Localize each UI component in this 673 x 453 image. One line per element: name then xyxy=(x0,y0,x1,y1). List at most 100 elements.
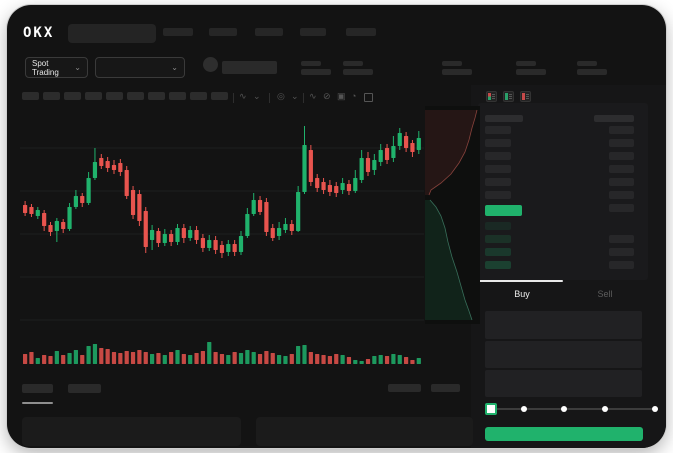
stat-label-placeholder xyxy=(442,61,462,66)
eraser-icon[interactable]: ⊘ xyxy=(323,91,331,101)
bottom-tab-placeholder[interactable] xyxy=(22,384,53,393)
volume-bar xyxy=(169,352,174,364)
amount-slider-stop[interactable] xyxy=(652,406,658,412)
fullscreen-icon[interactable] xyxy=(364,93,373,102)
candle-body xyxy=(404,136,409,148)
volume-bar xyxy=(238,353,244,364)
candle-body xyxy=(308,150,313,182)
market-type-selector[interactable]: Spot Trading ⌄ xyxy=(25,57,88,78)
candle-body xyxy=(175,228,180,242)
candle-body xyxy=(143,211,148,247)
candle-body xyxy=(251,200,256,214)
nav-item-placeholder[interactable] xyxy=(209,28,237,36)
volume-bar xyxy=(61,355,66,364)
buy-tab-indicator xyxy=(478,280,563,282)
bid-row-placeholder[interactable] xyxy=(485,261,511,269)
timeframe-button-placeholder[interactable] xyxy=(43,92,60,100)
candle-body xyxy=(105,161,110,168)
amount-slider-handle[interactable] xyxy=(485,403,497,415)
order-input-placeholder[interactable] xyxy=(485,370,642,397)
book-combined-icon[interactable] xyxy=(486,91,497,102)
stat-value-placeholder xyxy=(516,69,546,75)
volume-bar xyxy=(143,352,148,364)
amount-slider-track[interactable] xyxy=(489,408,655,410)
search-box-placeholder[interactable] xyxy=(68,24,156,43)
candle-body xyxy=(54,221,59,231)
timeframe-button-placeholder[interactable] xyxy=(64,92,81,100)
candle-body xyxy=(327,185,332,192)
candle-body xyxy=(257,200,263,212)
divider xyxy=(303,93,304,103)
timeframe-button-placeholder[interactable] xyxy=(106,92,123,100)
ask-row-placeholder[interactable] xyxy=(485,139,511,147)
candle-body xyxy=(118,163,123,172)
ob-amount-placeholder xyxy=(609,248,634,256)
timeframe-button-placeholder[interactable] xyxy=(85,92,102,100)
book-asks-icon[interactable] xyxy=(520,91,531,102)
price-chart[interactable] xyxy=(7,5,666,448)
timeframe-button-placeholder[interactable] xyxy=(148,92,165,100)
ob-amount-placeholder xyxy=(609,139,634,147)
snapshot-icon[interactable]: ▣ xyxy=(337,91,346,101)
candle-style-icon[interactable]: ∿ xyxy=(239,91,247,101)
nav-item-placeholder[interactable] xyxy=(346,28,376,36)
nav-item-placeholder[interactable] xyxy=(255,28,283,36)
candle-body xyxy=(372,160,377,170)
tab-sell[interactable]: Sell xyxy=(597,289,613,299)
nav-item-placeholder[interactable] xyxy=(300,28,326,36)
volume-bar xyxy=(289,354,294,364)
candle-body xyxy=(264,202,269,232)
timeframe-button-placeholder[interactable] xyxy=(22,92,39,100)
nav-item-placeholder[interactable] xyxy=(163,28,193,36)
book-bids-icon[interactable] xyxy=(503,91,514,102)
stat-value-placeholder xyxy=(577,69,607,75)
timer-icon[interactable]: ◔ xyxy=(351,91,357,101)
timeframe-button-placeholder[interactable] xyxy=(211,92,228,100)
volume-bar xyxy=(29,352,34,364)
volume-bar xyxy=(73,350,78,364)
order-input-placeholder[interactable] xyxy=(485,311,642,339)
volume-bar xyxy=(315,354,320,364)
ask-row-placeholder[interactable] xyxy=(485,126,511,134)
market-type-label: Spot Trading xyxy=(32,58,59,77)
bid-row-placeholder[interactable] xyxy=(485,235,511,243)
ask-row-placeholder[interactable] xyxy=(485,178,511,186)
bottom-tab-placeholder[interactable] xyxy=(68,384,101,393)
timeframe-button-placeholder[interactable] xyxy=(190,92,207,100)
pair-dropdown[interactable]: ⌄ xyxy=(95,57,185,78)
volume-bar xyxy=(353,360,358,364)
candle-body xyxy=(130,190,136,215)
candle-body xyxy=(346,184,352,191)
amount-slider-stop[interactable] xyxy=(561,406,567,412)
amount-slider-stop[interactable] xyxy=(521,406,527,412)
chevron-down-icon[interactable]: ⌄ xyxy=(291,91,299,101)
candle-body xyxy=(277,228,282,236)
amount-slider-stop[interactable] xyxy=(602,406,608,412)
volume-bar xyxy=(372,356,377,364)
indicators-icon[interactable]: ◎ xyxy=(277,91,285,101)
volume-bar xyxy=(245,350,250,364)
candle-body xyxy=(232,244,237,252)
timeframe-button-placeholder[interactable] xyxy=(127,92,144,100)
ask-row-placeholder[interactable] xyxy=(485,165,511,173)
volume-bar xyxy=(346,357,352,364)
tab-buy[interactable]: Buy xyxy=(514,289,530,299)
line-tools-icon[interactable]: ∿ xyxy=(309,91,317,101)
depth-bids-line xyxy=(429,199,473,321)
volume-bar xyxy=(124,351,129,364)
timeframe-button-placeholder[interactable] xyxy=(169,92,186,100)
bid-row-placeholder[interactable] xyxy=(485,248,511,256)
order-input-placeholder[interactable] xyxy=(485,341,642,368)
volume-bar xyxy=(302,345,307,364)
candle-body xyxy=(334,186,339,193)
bottom-tab-placeholder[interactable] xyxy=(388,384,421,392)
ask-row-placeholder[interactable] xyxy=(485,191,511,199)
buy-submit-button[interactable] xyxy=(485,427,643,441)
ob-header-placeholder xyxy=(485,115,523,122)
ask-row-placeholder[interactable] xyxy=(485,152,511,160)
chevron-down-icon[interactable]: ⌄ xyxy=(253,91,261,101)
volume-bar xyxy=(232,352,237,364)
bid-row-placeholder[interactable] xyxy=(485,222,511,230)
bottom-tab-placeholder[interactable] xyxy=(431,384,460,392)
candle-body xyxy=(23,205,28,213)
